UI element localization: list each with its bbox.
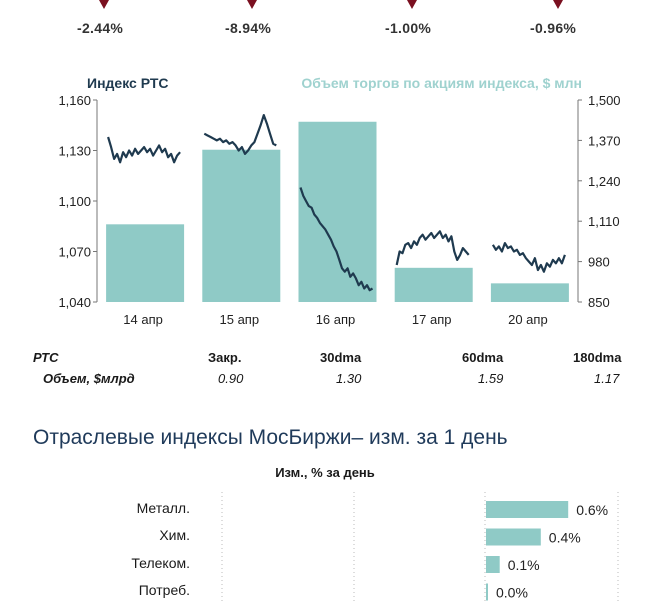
volume-bar <box>490 283 569 302</box>
change-value: -1.00% <box>385 20 432 36</box>
left-tick-label: 1,130 <box>58 144 91 159</box>
sector-bar <box>486 501 569 518</box>
sector-value-label: 0.1% <box>508 557 540 573</box>
summary-header: 30dma <box>320 350 362 365</box>
x-tick-label: 15 апр <box>220 312 260 327</box>
summary-value: 1.59 <box>478 371 504 386</box>
sector-value-label: 0.4% <box>549 530 581 546</box>
right-tick-label: 1,240 <box>588 174 621 189</box>
summary-value: 1.17 <box>594 371 620 386</box>
x-tick-label: 14 апр <box>123 312 163 327</box>
x-tick-label: 20 апр <box>508 312 548 327</box>
down-arrow-icon <box>99 0 109 9</box>
sector-bar <box>486 583 488 601</box>
rts-volume-chart: Индекс РТС Объем торгов по акциям индекса… <box>58 75 621 327</box>
sector-label: Металл. <box>136 500 190 516</box>
right-tick-label: 980 <box>588 255 610 270</box>
summary-value: 0.90 <box>218 371 244 386</box>
sector-label: Телеком. <box>131 555 190 571</box>
volume-bar <box>298 121 377 302</box>
down-arrow-icon <box>407 0 417 9</box>
x-tick-label: 17 апр <box>412 312 452 327</box>
sector-label: Хим. <box>159 527 190 543</box>
rts-index-line <box>107 136 181 164</box>
left-tick-label: 1,070 <box>58 245 91 260</box>
sector-bar <box>486 556 500 573</box>
x-tick-label: 16 апр <box>316 312 356 327</box>
sector-label: Потреб. <box>138 582 190 598</box>
summary-header: Закр. <box>208 350 242 365</box>
summary-header: 180dma <box>573 350 622 365</box>
sector-value-label: 0.6% <box>576 502 608 518</box>
left-tick-label: 1,040 <box>58 295 91 310</box>
right-tick-label: 1,370 <box>588 133 621 148</box>
volume-bar <box>106 224 185 302</box>
rts-index-line <box>203 113 277 156</box>
sector-bar-chart: 0.6% 0.4% 0.1% 0.0% <box>221 492 619 603</box>
left-tick-label: 1,100 <box>58 194 91 209</box>
right-tick-label: 1,500 <box>588 93 621 108</box>
right-tick-label: 1,110 <box>588 214 620 229</box>
change-value: -8.94% <box>225 20 272 36</box>
down-arrow-icon <box>247 0 257 9</box>
right-tick-label: 850 <box>588 295 610 310</box>
right-series-title: Объем торгов по акциям индекса, $ млн <box>301 75 582 91</box>
summary-value: 1.30 <box>336 371 362 386</box>
change-value: -2.44% <box>77 20 124 36</box>
left-tick-label: 1,160 <box>58 93 91 108</box>
summary-row-label: РТС <box>33 350 59 365</box>
summary-header: 60dma <box>462 350 504 365</box>
down-arrow-icon <box>553 0 563 9</box>
sector-bar <box>486 528 541 546</box>
rts-index-line <box>395 230 470 266</box>
volume-bar <box>202 149 281 302</box>
left-series-title: Индекс РТС <box>87 75 169 91</box>
rts-index-line <box>299 187 374 292</box>
sector-value-label: 0.0% <box>496 585 528 601</box>
volume-bar <box>394 267 473 302</box>
summary-row-label: Объем, $млрд <box>43 371 135 386</box>
change-value: -0.96% <box>530 20 577 36</box>
sector-chart-title: Изм., % за день <box>275 465 375 480</box>
section-title: Отраслевые индексы МосБиржи– изм. за 1 д… <box>33 426 508 449</box>
rts-index-line <box>491 242 566 273</box>
